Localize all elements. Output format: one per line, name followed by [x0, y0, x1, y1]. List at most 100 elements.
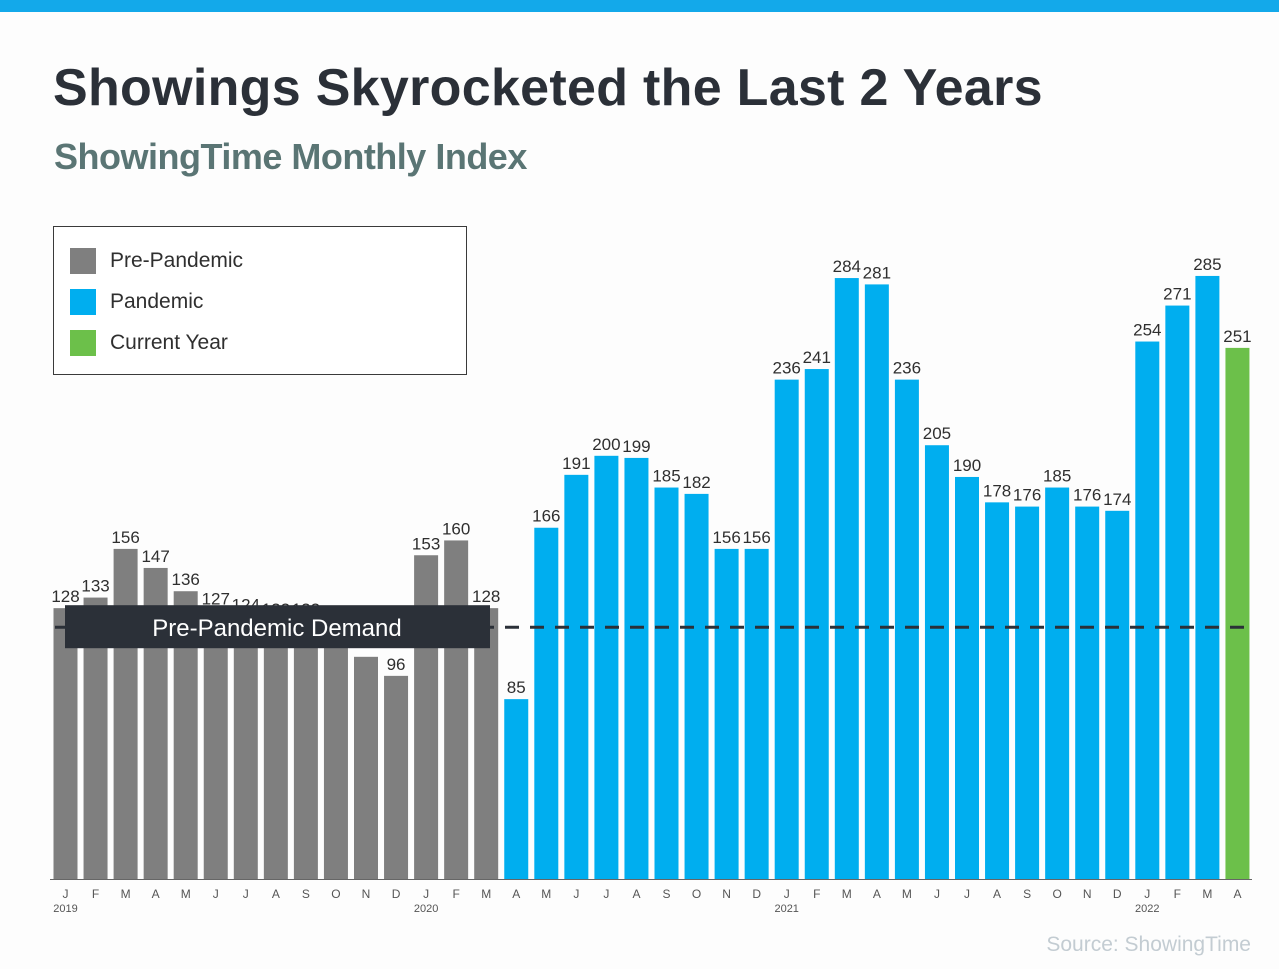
- x-tick-label-32: S: [1023, 887, 1031, 901]
- bar-39: [1225, 347, 1250, 879]
- bar-19: [624, 457, 649, 879]
- chart-title: Showings Skyrocketed the Last 2 Years: [53, 59, 1043, 117]
- value-label-11: 96: [387, 655, 406, 674]
- x-tick-label-24: J: [784, 887, 790, 901]
- value-label-16: 166: [532, 507, 560, 526]
- x-tick-label-23: D: [752, 887, 761, 901]
- value-label-38: 285: [1193, 255, 1221, 274]
- legend-label: Pandemic: [110, 290, 204, 313]
- value-label-37: 271: [1163, 285, 1191, 304]
- value-label-35: 174: [1103, 490, 1131, 509]
- x-tick-label-26: M: [842, 887, 852, 901]
- bar-16: [534, 527, 559, 879]
- legend-item-pre-pandemic: Pre-Pandemic: [70, 248, 243, 274]
- value-label-26: 284: [833, 257, 861, 276]
- value-label-19: 199: [622, 437, 650, 456]
- value-label-32: 176: [1013, 486, 1041, 505]
- x-tick-label-4: M: [181, 887, 191, 901]
- value-label-23: 156: [742, 528, 770, 547]
- x-tick-label-16: M: [541, 887, 551, 901]
- bar-29: [924, 445, 949, 879]
- pre-pandemic-demand-label: Pre-Pandemic Demand: [152, 615, 401, 642]
- pre-pandemic-demand-label-box: [65, 605, 490, 649]
- x-tick-label-9: O: [331, 887, 340, 901]
- bar-17: [564, 474, 589, 879]
- x-tick-label-5: J: [213, 887, 219, 901]
- bar-20: [654, 487, 679, 879]
- value-label-2: 156: [111, 528, 139, 547]
- value-label-13: 160: [442, 519, 470, 538]
- bar-24: [774, 379, 799, 879]
- x-tick-label-19: A: [632, 887, 640, 901]
- legend-item-current-year: Current Year: [70, 330, 228, 356]
- x-tick-label-18: J: [603, 887, 609, 901]
- bar-38: [1195, 275, 1220, 879]
- x-tick-label-30: J: [964, 887, 970, 901]
- x-tick-label-6: J: [243, 887, 249, 901]
- value-label-34: 176: [1073, 486, 1101, 505]
- x-tick-label-38: M: [1202, 887, 1212, 901]
- x-tick-label-22: N: [722, 887, 731, 901]
- x-tick-label-36: J: [1144, 887, 1150, 901]
- x-tick-label-37: F: [1174, 887, 1181, 901]
- bar-9: [323, 639, 348, 879]
- value-label-15: 85: [507, 678, 526, 697]
- bar-15: [504, 699, 529, 879]
- legend-item-pandemic: Pandemic: [70, 289, 203, 315]
- year-label-2022: 2022: [1135, 903, 1159, 915]
- x-tick-label-25: F: [813, 887, 820, 901]
- value-label-5: 127: [202, 589, 230, 608]
- x-tick-label-15: A: [512, 887, 520, 901]
- year-label-2021: 2021: [774, 903, 798, 915]
- legend-label: Current Year: [110, 331, 228, 354]
- x-tick-label-33: O: [1052, 887, 1061, 901]
- value-label-22: 156: [712, 528, 740, 547]
- bar-11: [384, 675, 409, 879]
- bar-7: [263, 620, 288, 879]
- bar-36: [1135, 341, 1160, 879]
- bar-27: [864, 284, 889, 879]
- bar-25: [804, 369, 829, 879]
- x-tick-label-21: O: [692, 887, 701, 901]
- x-tick-label-7: A: [272, 887, 280, 901]
- value-label-25: 241: [803, 348, 831, 367]
- value-label-12: 153: [412, 534, 440, 553]
- value-label-3: 147: [141, 547, 169, 566]
- x-tick-label-10: N: [362, 887, 371, 901]
- chart-legend: Pre-Pandemic Pandemic Current Year: [53, 226, 467, 375]
- x-tick-label-13: F: [452, 887, 459, 901]
- legend-label: Pre-Pandemic: [110, 249, 244, 272]
- x-tick-label-31: A: [993, 887, 1001, 901]
- top-accent-bar: [0, 0, 1279, 12]
- bar-35: [1105, 510, 1130, 879]
- source-note: Source: ShowingTime: [1046, 933, 1251, 956]
- x-tick-label-11: D: [392, 887, 401, 901]
- x-tick-label-27: A: [873, 887, 881, 901]
- year-label-2020: 2020: [414, 903, 438, 915]
- value-label-20: 185: [652, 467, 680, 486]
- legend-swatch-current-year: [70, 330, 96, 356]
- bar-0: [53, 608, 78, 879]
- x-tick-label-17: J: [573, 887, 579, 901]
- bar-8: [293, 620, 318, 879]
- bar-32: [1015, 506, 1040, 879]
- bar-2: [113, 548, 138, 879]
- legend-swatch-pandemic: [70, 289, 96, 315]
- bar-10: [354, 656, 378, 879]
- bar-14: [474, 608, 499, 879]
- value-label-28: 236: [893, 359, 921, 378]
- legend-swatch-pre-pandemic: [70, 248, 96, 274]
- value-label-18: 200: [592, 435, 620, 454]
- value-label-33: 185: [1043, 467, 1071, 486]
- x-tick-label-12: J: [423, 887, 429, 901]
- x-tick-label-3: A: [152, 887, 160, 901]
- value-label-36: 254: [1133, 321, 1161, 340]
- bar-22: [714, 548, 739, 879]
- x-tick-label-2: M: [121, 887, 131, 901]
- value-label-17: 191: [562, 454, 590, 473]
- x-tick-label-1: F: [92, 887, 99, 901]
- bar-18: [594, 455, 619, 879]
- year-label-2019: 2019: [53, 903, 77, 915]
- value-label-0: 128: [51, 587, 79, 606]
